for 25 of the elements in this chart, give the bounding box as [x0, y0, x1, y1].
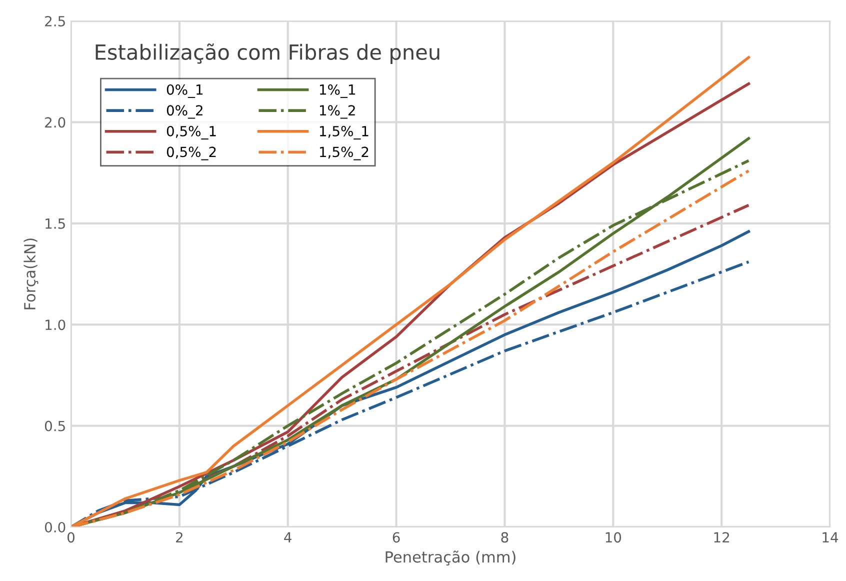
x-tick-label: 12: [714, 532, 730, 542]
y-tick-label: 0.0: [44, 522, 66, 532]
x-tick-label: 10: [606, 532, 622, 543]
legend-label: 1%_2: [320, 105, 355, 119]
x-tick-label: 0: [67, 532, 74, 543]
x-tick-label: 4: [284, 532, 292, 542]
legend-label: 0,5%_1: [166, 126, 216, 140]
x-tick-label: 2: [176, 532, 182, 542]
legend-label: 0%_2: [166, 105, 202, 119]
legend-label: 1%_1: [320, 84, 355, 98]
y-tick-label: 1.5: [46, 218, 65, 229]
y-axis-title: Força(kN): [24, 238, 38, 310]
legend-label: 1,5%_1: [320, 126, 368, 140]
y-tick-label: 2.0: [45, 117, 66, 128]
x-tick-label: 14: [822, 532, 838, 542]
x-tick-label: 8: [501, 532, 508, 543]
x-tick-label: 6: [392, 532, 400, 543]
y-tick-label: 0.5: [44, 420, 65, 432]
y-tick-label: 2.5: [45, 16, 65, 26]
legend-label: 0%_1: [166, 84, 203, 98]
legend-label: 0,5%_2: [166, 146, 216, 160]
legend-label: 1,5%_2: [320, 146, 368, 160]
x-axis-title: Penetração (mm): [386, 550, 516, 566]
y-tick-label: 1.0: [46, 320, 66, 330]
legend-title: Estabilização com Fibras de pneu: [96, 43, 440, 64]
